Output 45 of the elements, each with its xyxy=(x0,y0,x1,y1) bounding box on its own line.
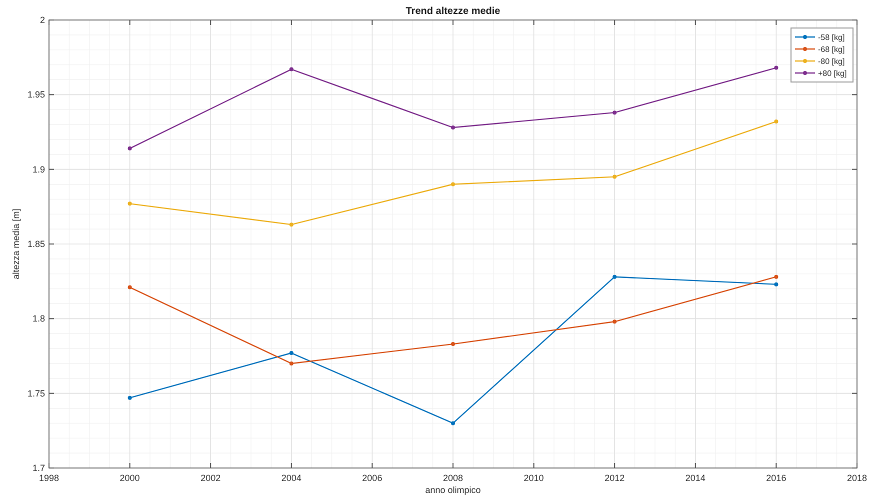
y-tick-label: 1.75 xyxy=(27,388,45,398)
legend-label: -58 [kg] xyxy=(818,33,845,42)
point xyxy=(128,202,132,206)
point xyxy=(451,421,455,426)
point xyxy=(774,274,778,279)
y-tick-label: 1.85 xyxy=(27,239,45,249)
x-tick-label: 2000 xyxy=(120,473,140,483)
legend-label: -68 [kg] xyxy=(818,45,845,54)
point xyxy=(612,110,617,115)
y-tick-label: 1.95 xyxy=(27,90,45,100)
x-tick-label: 2014 xyxy=(685,473,706,483)
x-tick-label: 2010 xyxy=(524,473,544,483)
x-tick-label: 2012 xyxy=(604,473,625,483)
legend-label: -80 [kg] xyxy=(818,57,845,66)
x-tick-label: 2016 xyxy=(766,473,786,483)
y-tick-label: 1.7 xyxy=(32,463,45,473)
y-tick-label: 1.9 xyxy=(32,164,45,174)
point xyxy=(128,146,132,150)
x-tick-label: 2002 xyxy=(200,473,221,483)
point xyxy=(612,320,617,324)
point xyxy=(128,285,132,290)
point xyxy=(774,282,778,286)
y-axis-title: altezza media [m] xyxy=(11,208,21,280)
x-tick-label: 2006 xyxy=(362,473,382,483)
point xyxy=(451,342,455,346)
point xyxy=(128,396,132,400)
point xyxy=(451,182,455,186)
x-tick-label: 1998 xyxy=(38,473,60,483)
point xyxy=(289,222,294,227)
chart-title: Trend altezze medie xyxy=(406,6,501,17)
x-tick-label: 2008 xyxy=(442,473,464,483)
x-tick-label: 2018 xyxy=(846,473,868,483)
y-tick-label: 1.8 xyxy=(32,314,45,324)
point xyxy=(451,126,455,130)
x-tick-label: 2004 xyxy=(281,473,302,483)
legend-label: +80 [kg] xyxy=(818,69,847,78)
x-axis-title: anno olimpico xyxy=(425,485,481,495)
point xyxy=(774,66,778,70)
point xyxy=(289,351,294,356)
point xyxy=(612,174,617,179)
point xyxy=(612,274,617,279)
point xyxy=(289,361,294,366)
point xyxy=(289,67,294,72)
point xyxy=(774,120,778,124)
y-tick-label: 2 xyxy=(40,15,45,25)
